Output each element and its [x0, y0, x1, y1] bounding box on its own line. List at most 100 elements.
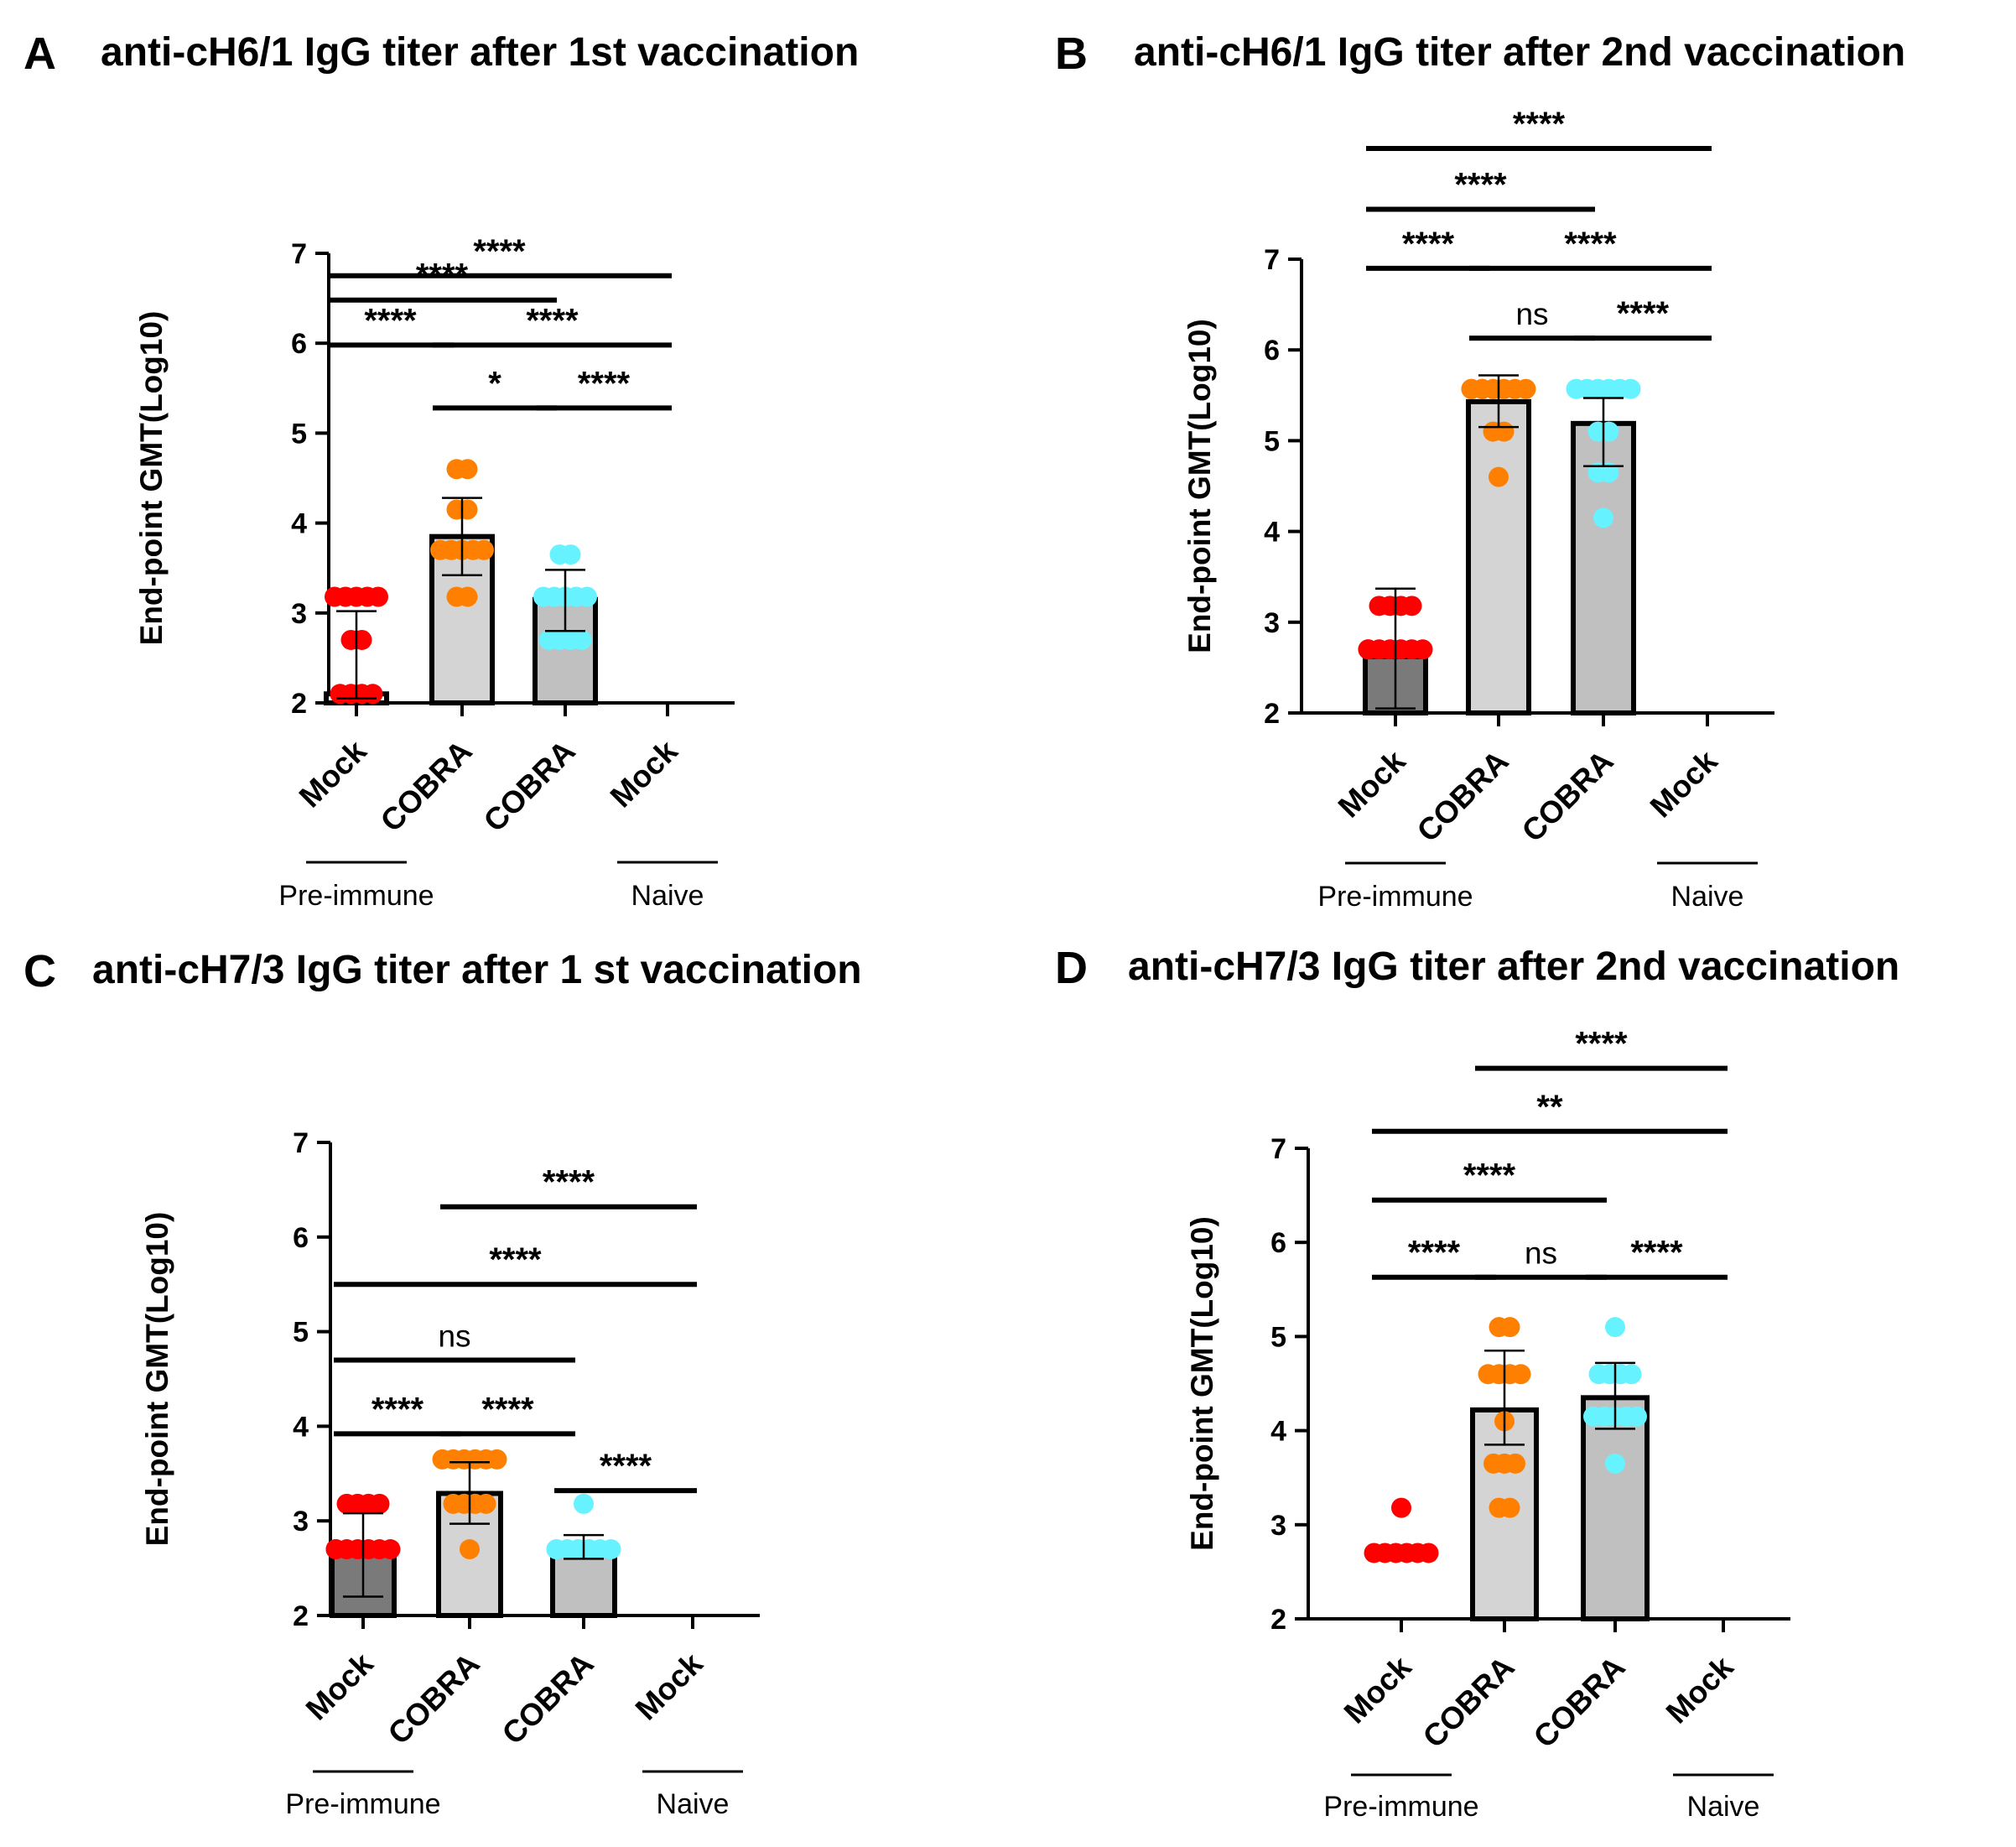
- significance-label: ****: [1402, 226, 1455, 263]
- panel-title: anti-cH7/3 IgG titer after 1 st vaccinat…: [92, 948, 862, 992]
- significance-label: ns: [438, 1319, 470, 1353]
- data-point: [362, 684, 383, 705]
- x-tick-label: Mock: [1644, 743, 1724, 824]
- panel-title: anti-cH6/1 IgG titer after 1st vaccinati…: [101, 30, 859, 75]
- significance-label: ns: [1525, 1236, 1557, 1271]
- data-point: [1593, 507, 1613, 528]
- y-tick-label: 4: [293, 1411, 309, 1443]
- x-tick-label: Mock: [1660, 1649, 1740, 1730]
- x-tick-label: COBRA: [496, 1647, 600, 1751]
- data-point: [474, 539, 494, 560]
- y-tick-label: 7: [291, 238, 307, 270]
- y-tick-label: 7: [1264, 244, 1280, 276]
- data-point: [1401, 596, 1422, 617]
- significance-label: ****: [1617, 295, 1670, 332]
- y-axis-label: End-point GMT(Log10): [1182, 319, 1217, 653]
- x-tick-label: COBRA: [477, 734, 582, 839]
- data-point: [1621, 1364, 1642, 1385]
- y-tick-label: 4: [291, 508, 307, 540]
- data-point: [1494, 421, 1515, 442]
- y-tick-label: 2: [291, 688, 307, 720]
- y-axis-label: End-point GMT(Log10): [140, 1212, 174, 1547]
- significance-label: ****: [600, 1448, 652, 1485]
- y-tick-label: 5: [1264, 425, 1280, 457]
- x-tick-label: COBRA: [1527, 1650, 1632, 1755]
- significance-label: ****: [1513, 106, 1566, 143]
- bar: [1581, 1395, 1650, 1621]
- group-label: Naive: [1687, 1791, 1760, 1823]
- y-axis-label: End-point GMT(Log10): [1185, 1216, 1219, 1551]
- panel-letter: A: [23, 29, 56, 79]
- data-point: [1472, 378, 1493, 399]
- y-tick-label: 3: [291, 598, 307, 630]
- panel-title: anti-cH6/1 IgG titer after 2nd vaccinati…: [1134, 30, 1905, 75]
- data-point: [1391, 1497, 1411, 1518]
- data-point: [457, 586, 478, 607]
- x-tick-label: COBRA: [382, 1647, 486, 1751]
- y-tick-label: 2: [293, 1600, 309, 1632]
- data-point: [351, 629, 372, 650]
- data-point: [1499, 1317, 1520, 1338]
- y-tick-label: 5: [291, 418, 307, 450]
- significance-label: ****: [481, 1391, 534, 1428]
- y-tick-label: 3: [1270, 1510, 1286, 1542]
- y-tick-label: 4: [1264, 517, 1280, 549]
- significance-label: ****: [543, 1164, 595, 1201]
- y-tick-label: 3: [1264, 607, 1280, 639]
- significance-label: ****: [578, 365, 631, 402]
- group-label: Naive: [631, 880, 704, 912]
- data-point: [1510, 1364, 1531, 1385]
- data-point: [1598, 421, 1619, 442]
- data-point: [460, 1539, 480, 1560]
- significance-label: ****: [1408, 1235, 1461, 1272]
- data-point: [560, 544, 581, 565]
- data-point: [380, 1539, 401, 1560]
- data-point: [571, 629, 592, 650]
- significance-label: ****: [416, 258, 469, 294]
- y-tick-label: 2: [1264, 698, 1280, 730]
- x-tick-label: COBRA: [1416, 1650, 1521, 1755]
- panel-title: anti-cH7/3 IgG titer after 2nd vaccinati…: [1128, 944, 1899, 989]
- significance-label: **: [1536, 1089, 1563, 1126]
- x-tick-label: COBRA: [1411, 744, 1515, 849]
- panel-letter: B: [1055, 29, 1088, 79]
- group-label: Pre-immune: [1317, 881, 1473, 913]
- data-point: [1358, 639, 1379, 660]
- significance-label: ****: [1575, 1026, 1628, 1063]
- bar: [1466, 398, 1531, 715]
- significance-label: ****: [473, 233, 526, 270]
- data-point: [1620, 378, 1641, 399]
- data-point: [600, 1539, 621, 1560]
- significance-label: ****: [1463, 1158, 1516, 1194]
- data-point: [1489, 466, 1509, 487]
- significance-label: ****: [489, 1241, 542, 1278]
- y-tick-label: 3: [293, 1506, 309, 1537]
- x-tick-label: COBRA: [1515, 744, 1620, 849]
- significance-label: ****: [364, 302, 417, 339]
- group-label: Naive: [1671, 881, 1744, 913]
- significance-label: ns: [1515, 297, 1548, 331]
- group-label: Pre-immune: [1323, 1791, 1478, 1823]
- data-point: [1418, 1543, 1439, 1563]
- data-point: [368, 586, 388, 607]
- y-tick-label: 2: [1270, 1604, 1286, 1636]
- data-point: [1412, 639, 1433, 660]
- data-point: [369, 1493, 390, 1514]
- data-point: [1605, 1317, 1625, 1338]
- significance-label: ****: [1630, 1235, 1683, 1272]
- significance-label: ****: [1454, 166, 1507, 203]
- y-tick-label: 6: [293, 1222, 309, 1254]
- x-tick-label: Mock: [293, 733, 373, 814]
- panel-letter: D: [1055, 943, 1088, 993]
- significance-label: ****: [1564, 226, 1617, 263]
- x-tick-label: Mock: [1338, 1649, 1418, 1730]
- data-point: [325, 1539, 346, 1560]
- y-tick-label: 6: [1270, 1227, 1286, 1259]
- y-tick-label: 6: [1264, 335, 1280, 367]
- data-point: [574, 1493, 594, 1514]
